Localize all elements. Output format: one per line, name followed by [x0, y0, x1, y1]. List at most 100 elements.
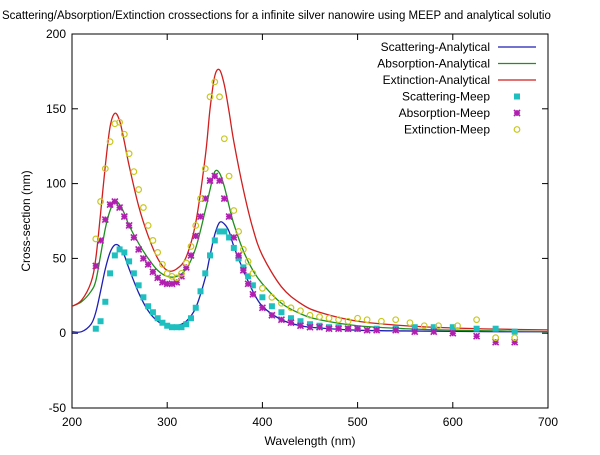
data-point [216, 228, 223, 235]
data-point [454, 322, 461, 330]
data-point [121, 249, 128, 256]
data-point [120, 212, 128, 221]
plot-border [71, 33, 549, 409]
data-point [354, 325, 362, 333]
data-point [183, 321, 190, 328]
data-point [268, 303, 275, 310]
data-point [511, 334, 519, 342]
data-point [164, 322, 171, 329]
y-axis-label: Cross-section (nm) [19, 170, 33, 271]
data-point [221, 228, 228, 235]
data-point [411, 328, 419, 336]
data-point [126, 258, 133, 265]
data-point [163, 269, 171, 277]
data-point [363, 316, 371, 324]
data-point [406, 319, 414, 327]
data-point [196, 212, 205, 221]
y-tick-label: 100 [46, 177, 66, 191]
data-point [188, 315, 194, 322]
data-point [125, 221, 133, 230]
data-point [225, 172, 233, 180]
data-point [344, 325, 352, 333]
data-point [187, 243, 195, 250]
data-point [220, 194, 228, 203]
data-point [325, 325, 333, 333]
data-point [140, 294, 147, 301]
legend-swatch-extinction-meep [513, 126, 521, 133]
data-point [249, 290, 257, 298]
data-point [259, 284, 266, 292]
data-point [144, 260, 152, 268]
series-line-absorption-analytical [72, 169, 548, 333]
data-point [149, 237, 157, 244]
y-tick-label: 0 [59, 326, 66, 340]
data-point [244, 257, 252, 265]
data-point [226, 234, 233, 241]
data-point [287, 315, 294, 322]
data-point [334, 325, 343, 333]
series-layer [72, 68, 548, 346]
data-point [344, 317, 352, 325]
data-point [354, 314, 362, 322]
data-point [392, 316, 400, 324]
x-axis-label: Wavelength (nm) [265, 434, 356, 448]
data-point [244, 280, 252, 288]
x-axis-ticks: 200 300 400 500 600 700 [62, 34, 558, 429]
data-point [211, 237, 218, 244]
data-point [235, 251, 243, 259]
data-point [178, 324, 185, 331]
x-tick-label: 200 [62, 415, 82, 429]
data-point [259, 294, 266, 301]
data-point [216, 93, 223, 101]
x-tick-label: 600 [443, 415, 463, 429]
legend-marker [513, 109, 521, 117]
data-point [211, 78, 219, 86]
data-point [102, 298, 109, 305]
data-point [435, 322, 442, 330]
x-tick-label: 400 [252, 415, 272, 429]
data-point [245, 273, 252, 280]
data-point [230, 233, 238, 242]
series-line-scattering-analytical [72, 221, 548, 333]
series-line-extinction-analytical [72, 68, 548, 331]
y-tick-label: 50 [53, 251, 67, 265]
data-point [363, 326, 371, 334]
data-point [206, 177, 214, 185]
chart-title: Scattering/Absorption/Extinction crossec… [2, 10, 551, 22]
data-point [325, 314, 333, 322]
data-point [315, 323, 324, 331]
data-point [154, 315, 161, 322]
data-point [182, 259, 190, 267]
data-point [144, 222, 152, 229]
x-tick-label: 300 [157, 415, 177, 429]
data-point [173, 274, 181, 282]
data-point [159, 260, 166, 268]
legend: Scattering-Analytical Absorption-Analytic… [377, 40, 536, 137]
data-point [297, 318, 304, 325]
data-point [92, 325, 99, 332]
data-point [202, 270, 209, 277]
data-point [139, 254, 147, 262]
data-point [97, 318, 104, 325]
data-point [107, 270, 114, 277]
data-point [116, 246, 123, 253]
data-point [192, 304, 199, 311]
data-point [230, 244, 237, 251]
data-point [206, 93, 214, 101]
data-point [192, 232, 200, 240]
data-point [120, 130, 128, 138]
data-point [192, 222, 200, 229]
data-point [168, 324, 175, 331]
data-point [297, 307, 304, 315]
data-point [215, 177, 224, 185]
data-point [473, 316, 481, 324]
data-point [287, 319, 295, 327]
data-point [511, 328, 518, 335]
data-point [201, 165, 209, 173]
legend-label-extinction-meep: Extinction-Meep [404, 123, 490, 137]
data-point [278, 309, 285, 316]
y-tick-label: 150 [46, 102, 66, 116]
data-point [135, 245, 143, 253]
data-point [116, 118, 123, 126]
